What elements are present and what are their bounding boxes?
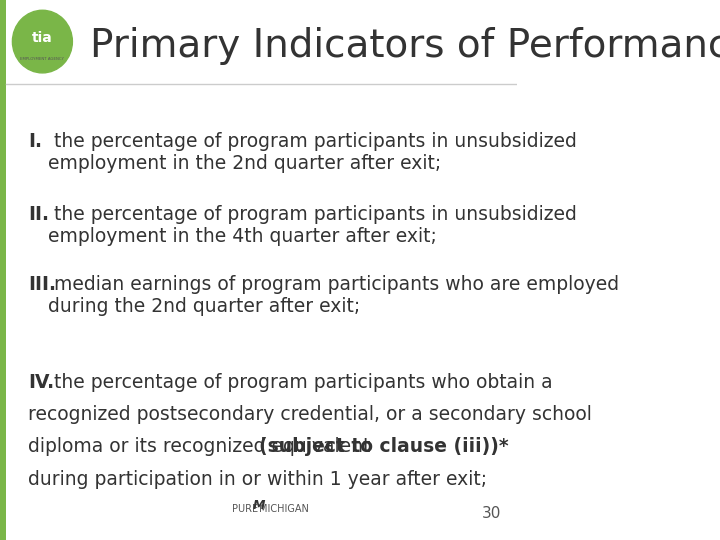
- Text: 30: 30: [482, 506, 502, 521]
- Text: M: M: [252, 499, 265, 512]
- Text: tia: tia: [32, 31, 53, 45]
- Text: the percentage of program participants who obtain a: the percentage of program participants w…: [48, 373, 553, 392]
- Text: MICHIGAN: MICHIGAN: [258, 504, 308, 514]
- Text: (subject to clause (iii))*: (subject to clause (iii))*: [258, 437, 508, 456]
- Text: recognized postsecondary credential, or a secondary school: recognized postsecondary credential, or …: [29, 405, 593, 424]
- FancyBboxPatch shape: [0, 0, 6, 540]
- Text: II.: II.: [29, 205, 50, 224]
- Text: diploma or its recognized equivalent: diploma or its recognized equivalent: [29, 437, 377, 456]
- Text: PURE: PURE: [233, 504, 258, 514]
- Text: I.: I.: [29, 132, 42, 151]
- Text: during participation in or within 1 year after exit;: during participation in or within 1 year…: [29, 470, 487, 489]
- Text: TALENT: TALENT: [30, 51, 55, 57]
- Circle shape: [12, 10, 73, 73]
- Text: the percentage of program participants in unsubsidized
employment in the 4th qua: the percentage of program participants i…: [48, 205, 577, 246]
- Text: IV.: IV.: [29, 373, 55, 392]
- Text: median earnings of program participants who are employed
during the 2nd quarter : median earnings of program participants …: [48, 275, 619, 316]
- Text: EMPLOYMENT AGENCY: EMPLOYMENT AGENCY: [20, 57, 64, 61]
- Text: Primary Indicators of Performance: Primary Indicators of Performance: [91, 27, 720, 65]
- Text: the percentage of program participants in unsubsidized
employment in the 2nd qua: the percentage of program participants i…: [48, 132, 577, 173]
- Text: III.: III.: [29, 275, 56, 294]
